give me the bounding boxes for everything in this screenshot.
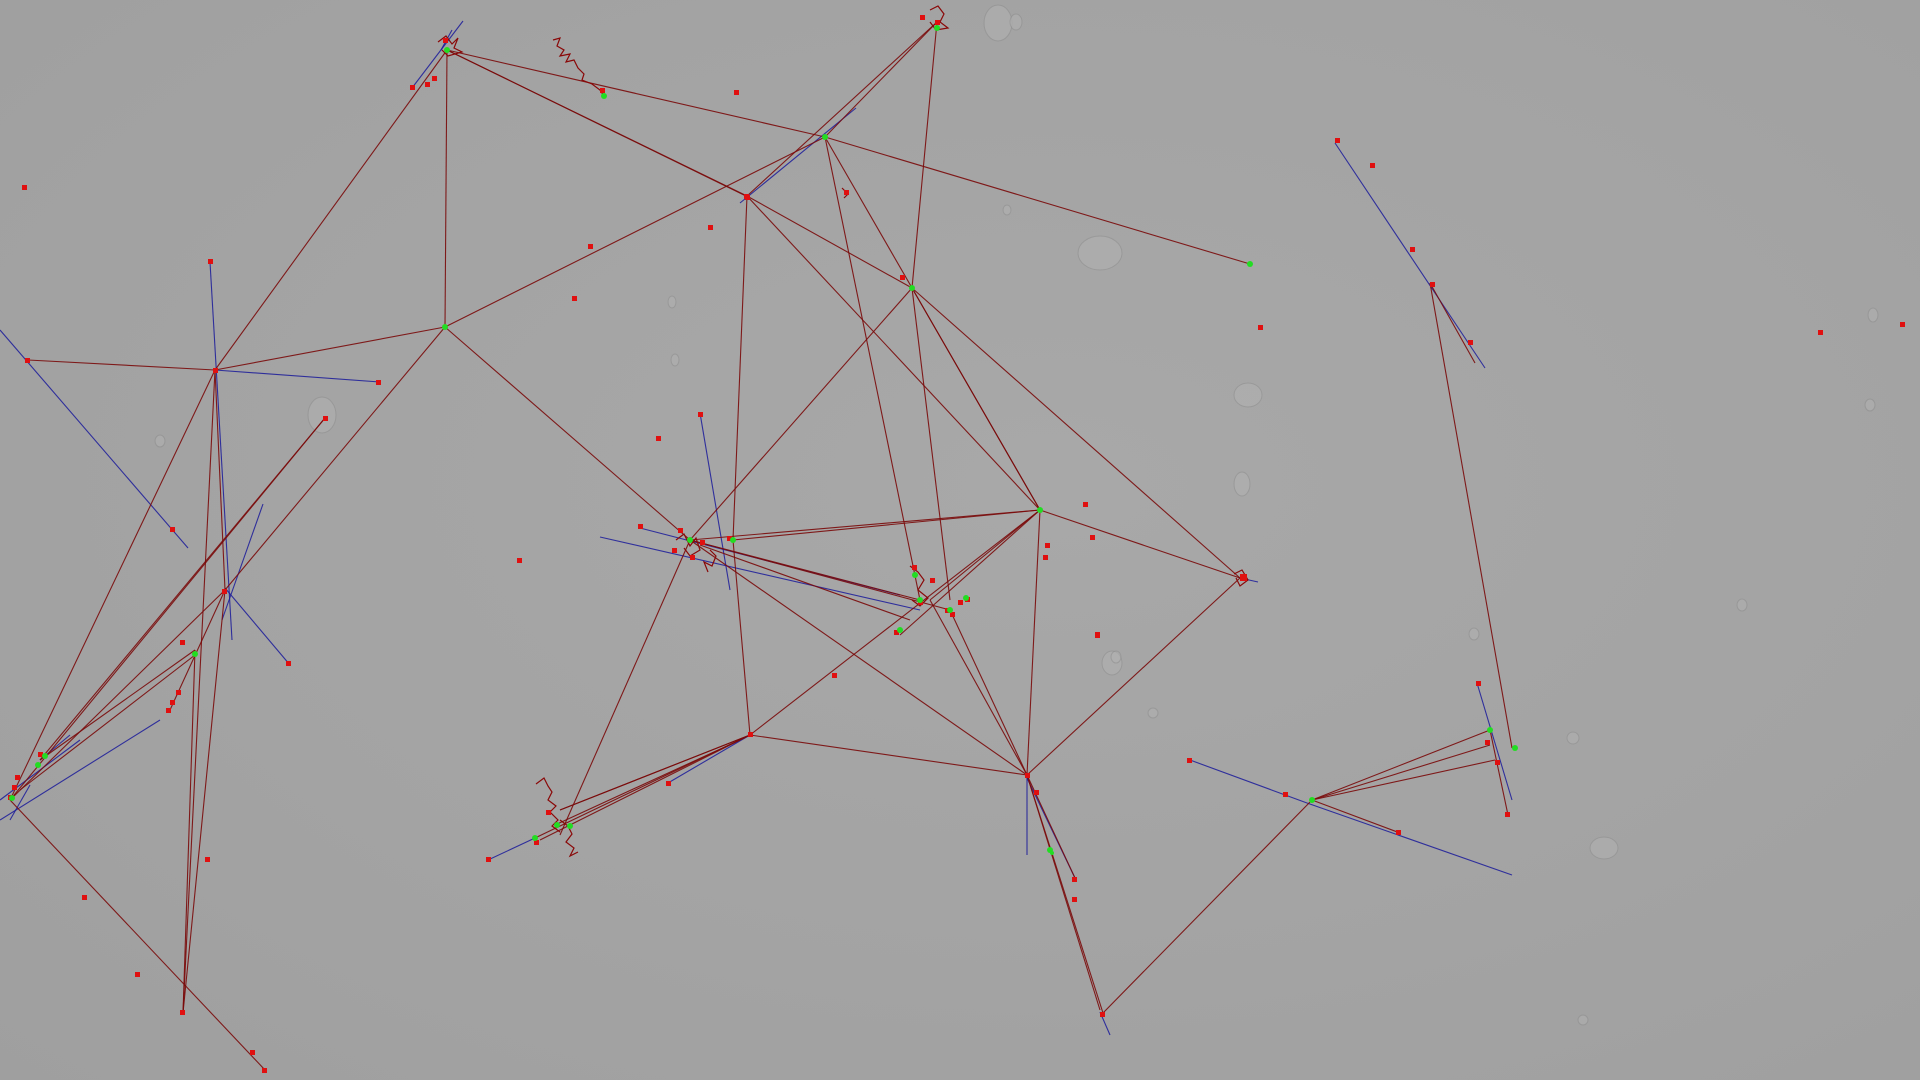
- background-cells: [154, 4, 1879, 1026]
- detections: [8, 15, 1905, 1073]
- local-trajectories: [437, 5, 1249, 858]
- track-nodes: [9, 25, 1518, 855]
- velocity-vectors: [0, 20, 1513, 1036]
- track-lines: [9, 21, 1513, 1071]
